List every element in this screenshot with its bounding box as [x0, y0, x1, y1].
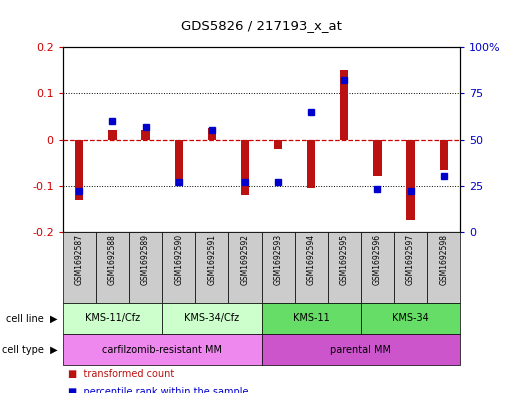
- Bar: [361, 303, 460, 334]
- Text: GDS5826 / 217193_x_at: GDS5826 / 217193_x_at: [181, 19, 342, 32]
- Text: GSM1692592: GSM1692592: [241, 234, 249, 285]
- Bar: [340, 70, 348, 140]
- Text: cell type  ▶: cell type ▶: [2, 345, 58, 355]
- Text: KMS-34/Cfz: KMS-34/Cfz: [184, 313, 240, 323]
- Bar: [63, 334, 262, 365]
- Bar: [75, 140, 84, 200]
- Bar: [406, 140, 415, 220]
- Bar: [195, 232, 229, 303]
- Text: GSM1692595: GSM1692595: [340, 234, 349, 285]
- Bar: [208, 128, 216, 140]
- Bar: [96, 232, 129, 303]
- Bar: [141, 130, 150, 140]
- Bar: [63, 303, 162, 334]
- Bar: [427, 232, 460, 303]
- Bar: [262, 232, 294, 303]
- Text: cell line  ▶: cell line ▶: [6, 313, 58, 323]
- Text: GSM1692590: GSM1692590: [174, 234, 183, 285]
- Text: GSM1692598: GSM1692598: [439, 234, 448, 285]
- Text: GSM1692588: GSM1692588: [108, 234, 117, 285]
- Text: parental MM: parental MM: [331, 345, 391, 355]
- Text: carfilzomib-resistant MM: carfilzomib-resistant MM: [102, 345, 222, 355]
- Text: ■  percentile rank within the sample: ■ percentile rank within the sample: [68, 387, 248, 393]
- Bar: [63, 232, 96, 303]
- Bar: [361, 232, 394, 303]
- Bar: [294, 232, 328, 303]
- Bar: [241, 140, 249, 195]
- Bar: [229, 232, 262, 303]
- Text: KMS-11: KMS-11: [293, 313, 329, 323]
- Bar: [439, 140, 448, 169]
- Text: GSM1692589: GSM1692589: [141, 234, 150, 285]
- Bar: [274, 140, 282, 149]
- Bar: [262, 334, 460, 365]
- Bar: [129, 232, 162, 303]
- Bar: [108, 130, 117, 140]
- Text: GSM1692594: GSM1692594: [306, 234, 316, 285]
- Text: GSM1692587: GSM1692587: [75, 234, 84, 285]
- Bar: [394, 232, 427, 303]
- Text: GSM1692596: GSM1692596: [373, 234, 382, 285]
- Bar: [162, 232, 195, 303]
- Text: GSM1692597: GSM1692597: [406, 234, 415, 285]
- Text: KMS-34: KMS-34: [392, 313, 429, 323]
- Text: GSM1692591: GSM1692591: [207, 234, 217, 285]
- Bar: [175, 140, 183, 185]
- Bar: [328, 232, 361, 303]
- Bar: [162, 303, 262, 334]
- Bar: [373, 140, 382, 176]
- Bar: [307, 140, 315, 188]
- Text: KMS-11/Cfz: KMS-11/Cfz: [85, 313, 140, 323]
- Bar: [262, 303, 361, 334]
- Text: GSM1692593: GSM1692593: [274, 234, 282, 285]
- Text: ■  transformed count: ■ transformed count: [68, 369, 174, 379]
